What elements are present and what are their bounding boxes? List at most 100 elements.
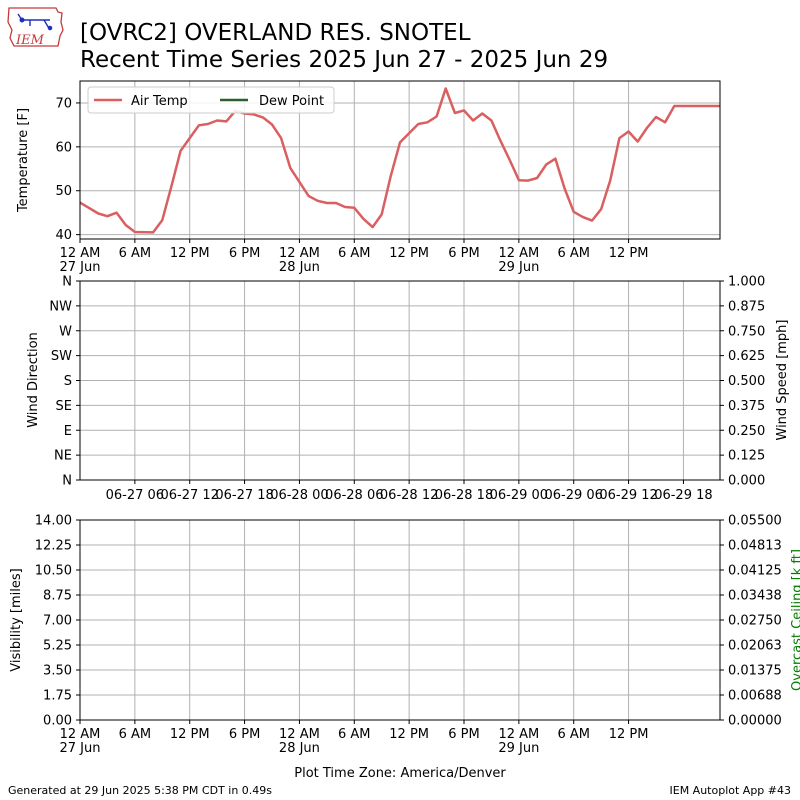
ceiling-tick-label: 0.02750 xyxy=(728,614,782,629)
ceiling-axis-label: Overcast Ceiling [k ft] xyxy=(790,549,800,691)
wind-x-tick-label: 06-28 12 xyxy=(380,488,438,503)
visibility-panel: 0.001.753.505.257.008.7510.5012.2514.00 … xyxy=(9,514,800,782)
visibility-tick-label: 3.50 xyxy=(43,664,72,679)
wind-x-tick-label: 06-29 18 xyxy=(654,488,712,503)
iem-logo: IEM xyxy=(7,7,64,48)
wind-speed-tick-label: 0.750 xyxy=(728,324,765,339)
wind-x-tick-label: 06-27 12 xyxy=(160,488,218,503)
visibility-tick-label: 1.75 xyxy=(43,689,72,704)
wind-direction-tick-label: S xyxy=(64,374,72,389)
wind-speed-tick-label: 0.000 xyxy=(728,474,765,489)
temperature-y-tick-label: 50 xyxy=(55,184,72,199)
wind-direction-tick-label: W xyxy=(59,324,72,339)
temperature-x-tick-label: 6 AM xyxy=(338,246,371,261)
visibility-tick-label: 10.50 xyxy=(35,564,72,579)
visibility-tick-label: 5.25 xyxy=(43,639,72,654)
temperature-y-tick-label: 70 xyxy=(55,96,72,111)
visibility-x-tick-label: 12 PM xyxy=(389,727,429,742)
wind-x-tick-label: 06-28 06 xyxy=(325,488,383,503)
temperature-x-tick-label: 12 AM xyxy=(60,246,101,261)
visibility-x-day-label: 29 Jun xyxy=(498,741,539,756)
wind-speed-tick-label: 0.625 xyxy=(728,349,765,364)
temperature-x-tick-label: 6 PM xyxy=(229,246,260,261)
ceiling-ticks: 0.00000 0.00688 0.01375 0.02063 0.02750 0.034… xyxy=(720,514,782,729)
visibility-tick-label: 12.25 xyxy=(35,539,72,554)
wind-speed-ticks: 0.000 0.125 0.250 0.375 0.500 0.625 0.750 0.875… xyxy=(720,275,765,489)
visibility-x-tick-label: 12 AM xyxy=(60,727,101,742)
ceiling-tick-label: 0.02063 xyxy=(728,639,782,654)
weather-symbol-icon xyxy=(17,13,53,31)
wind-direction-tick-label: N xyxy=(62,474,72,489)
wind-direction-tick-label: SE xyxy=(56,399,72,414)
temperature-x-tick-label: 12 AM xyxy=(498,246,539,261)
timezone-x-axis-label: Plot Time Zone: America/Denver xyxy=(294,766,506,781)
temperature-y-ticks: 40 50 60 70 xyxy=(55,96,80,243)
legend-box xyxy=(87,86,335,114)
legend-air-temp-label: Air Temp xyxy=(131,94,188,109)
legend-dew-point-label: Dew Point xyxy=(259,94,324,109)
temperature-x-tick-label: 12 PM xyxy=(389,246,429,261)
visibility-x-tick-label: 6 AM xyxy=(338,727,371,742)
temperature-series xyxy=(80,87,720,234)
visibility-tick-label: 8.75 xyxy=(43,589,72,604)
air-temp-line xyxy=(80,87,720,234)
wind-speed-tick-label: 0.500 xyxy=(728,374,765,389)
wind-grid xyxy=(80,280,720,481)
temperature-x-day-label: 28 Jun xyxy=(279,260,320,275)
wind-speed-tick-label: 0.375 xyxy=(728,399,765,414)
visibility-x-tick-label: 12 PM xyxy=(170,727,210,742)
wind-x-tick-label: 06-29 00 xyxy=(490,488,548,503)
temperature-x-tick-label: 12 PM xyxy=(170,246,210,261)
wind-direction-tick-label: NE xyxy=(54,449,72,464)
visibility-axis-label: Visibility [miles] xyxy=(9,568,24,671)
visibility-x-tick-label: 6 PM xyxy=(448,727,479,742)
temperature-x-day-label: 27 Jun xyxy=(60,260,101,275)
temperature-axes-frame xyxy=(79,80,721,240)
temperature-x-ticks: 12 AM 6 AM 12 PM 6 PM 12 AM 6 AM 12 PM 6 PM 12 A… xyxy=(60,239,649,275)
ceiling-tick-label: 0.03438 xyxy=(728,589,782,604)
wind-direction-tick-label: SW xyxy=(51,349,72,364)
wind-direction-axis-label: Wind Direction xyxy=(26,332,41,428)
ceiling-tick-label: 0.00688 xyxy=(728,689,782,704)
visibility-tick-label: 14.00 xyxy=(35,514,72,529)
visibility-x-tick-label: 12 AM xyxy=(279,727,320,742)
visibility-x-day-label: 28 Jun xyxy=(279,741,320,756)
visibility-x-tick-label: 6 PM xyxy=(229,727,260,742)
wind-x-tick-label: 06-27 06 xyxy=(106,488,164,503)
wind-speed-tick-label: 0.250 xyxy=(728,424,765,439)
wind-x-tick-label: 06-29 06 xyxy=(544,488,602,503)
ceiling-tick-label: 0.01375 xyxy=(728,664,782,679)
temperature-legend: Air Temp Dew Point xyxy=(87,86,335,114)
temperature-x-tick-label: 12 PM xyxy=(609,246,649,261)
temperature-x-tick-label: 6 PM xyxy=(448,246,479,261)
wind-x-tick-label: 06-29 12 xyxy=(599,488,657,503)
ceiling-tick-label: 0.00000 xyxy=(728,714,782,729)
temperature-panel: 40 50 60 70 12 AM 6 AM 12 PM 6 PM 12 AM 6 AM 12 P… xyxy=(16,80,721,275)
chart-subtitle: Recent Time Series 2025 Jun 27 - 2025 Ju… xyxy=(80,47,608,73)
ceiling-tick-label: 0.04813 xyxy=(728,539,782,554)
wind-speed-tick-label: 1.000 xyxy=(728,275,765,290)
visibility-x-day-label: 27 Jun xyxy=(60,741,101,756)
visibility-x-tick-label: 6 AM xyxy=(557,727,590,742)
temperature-y-tick-label: 60 xyxy=(55,140,72,155)
iowa-outline-icon xyxy=(7,7,64,47)
wind-speed-axis-label: Wind Speed [mph] xyxy=(775,320,790,441)
ceiling-tick-label: 0.05500 xyxy=(728,514,782,529)
temperature-y-axis-label: Temperature [F] xyxy=(16,108,31,213)
wind-speed-tick-label: 0.125 xyxy=(728,449,765,464)
wind-x-tick-label: 06-27 18 xyxy=(215,488,273,503)
ceiling-tick-label: 0.04125 xyxy=(728,564,782,579)
chart-title: [OVRC2] OVERLAND RES. SNOTEL xyxy=(80,20,471,46)
wind-speed-tick-label: 0.875 xyxy=(728,299,765,314)
wind-direction-ticks: N NE E SE S SW W NW N xyxy=(49,275,80,489)
visibility-tick-label: 7.00 xyxy=(43,614,72,629)
temperature-y-tick-label: 40 xyxy=(55,228,72,243)
generated-footer: Generated at 29 Jun 2025 5:38 PM CDT in … xyxy=(8,784,273,797)
visibility-ticks: 0.00 1.75 3.50 5.25 7.00 8.75 10.50 12.25 14.00 xyxy=(35,514,80,729)
wind-direction-tick-label: NW xyxy=(49,299,72,314)
wind-direction-tick-label: N xyxy=(62,275,72,290)
temperature-x-day-label: 29 Jun xyxy=(498,260,539,275)
